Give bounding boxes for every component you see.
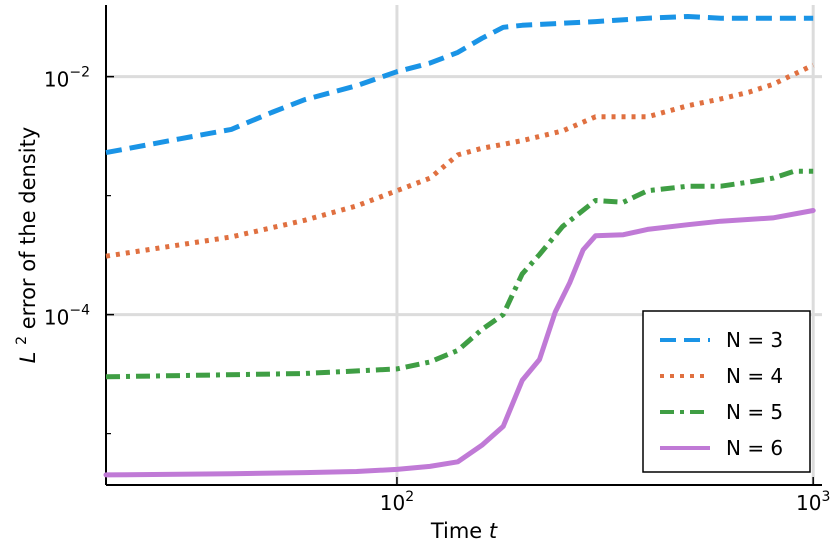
x-tick-base: 10 [380,491,405,515]
grid-lines [106,5,822,485]
y-axis-label: L 2 error of the density [7,127,40,364]
x-axis-label: Time t [430,519,498,543]
series-line-n5 [105,168,814,380]
legend-label: N = 3 [726,328,783,352]
series-line-n3 [105,14,814,156]
x-ticks: 102 103 [380,477,830,515]
x-tick-exp: 3 [821,489,830,505]
legend: N = 3 N = 4 N = 5 N = 6 [642,310,811,473]
y-axis-label-sup: 2 [14,336,30,345]
series-group [103,14,816,478]
legend-items: N = 3 N = 4 N = 5 N = 6 [660,328,783,460]
y-tick-label: 10−4 [44,303,90,330]
y-tick-base: 10 [44,68,69,92]
y-tick-exp: −4 [69,303,90,319]
legend-box [642,310,811,473]
axes [105,5,822,486]
y-tick-base: 10 [44,306,69,330]
y-axis-label-rest: error of the density [16,127,40,330]
legend-label: N = 5 [726,400,783,424]
y-axis-label-prefix: L [16,352,40,364]
y-ticks: 10−410−2 [44,65,114,435]
x-tick-label: 103 [796,489,830,515]
legend-label: N = 6 [726,436,783,460]
legend-label: N = 4 [726,364,783,388]
x-axis-label-main: Time [430,519,482,543]
series-line-n4 [105,62,815,259]
x-axis-label-var: t [489,519,498,543]
x-tick-exp: 2 [405,489,414,505]
x-tick-label: 102 [380,489,414,515]
x-tick-base: 10 [796,491,821,515]
y-tick-label: 10−2 [44,65,90,92]
y-tick-exp: −2 [69,65,90,81]
series-line-n6 [103,208,816,478]
